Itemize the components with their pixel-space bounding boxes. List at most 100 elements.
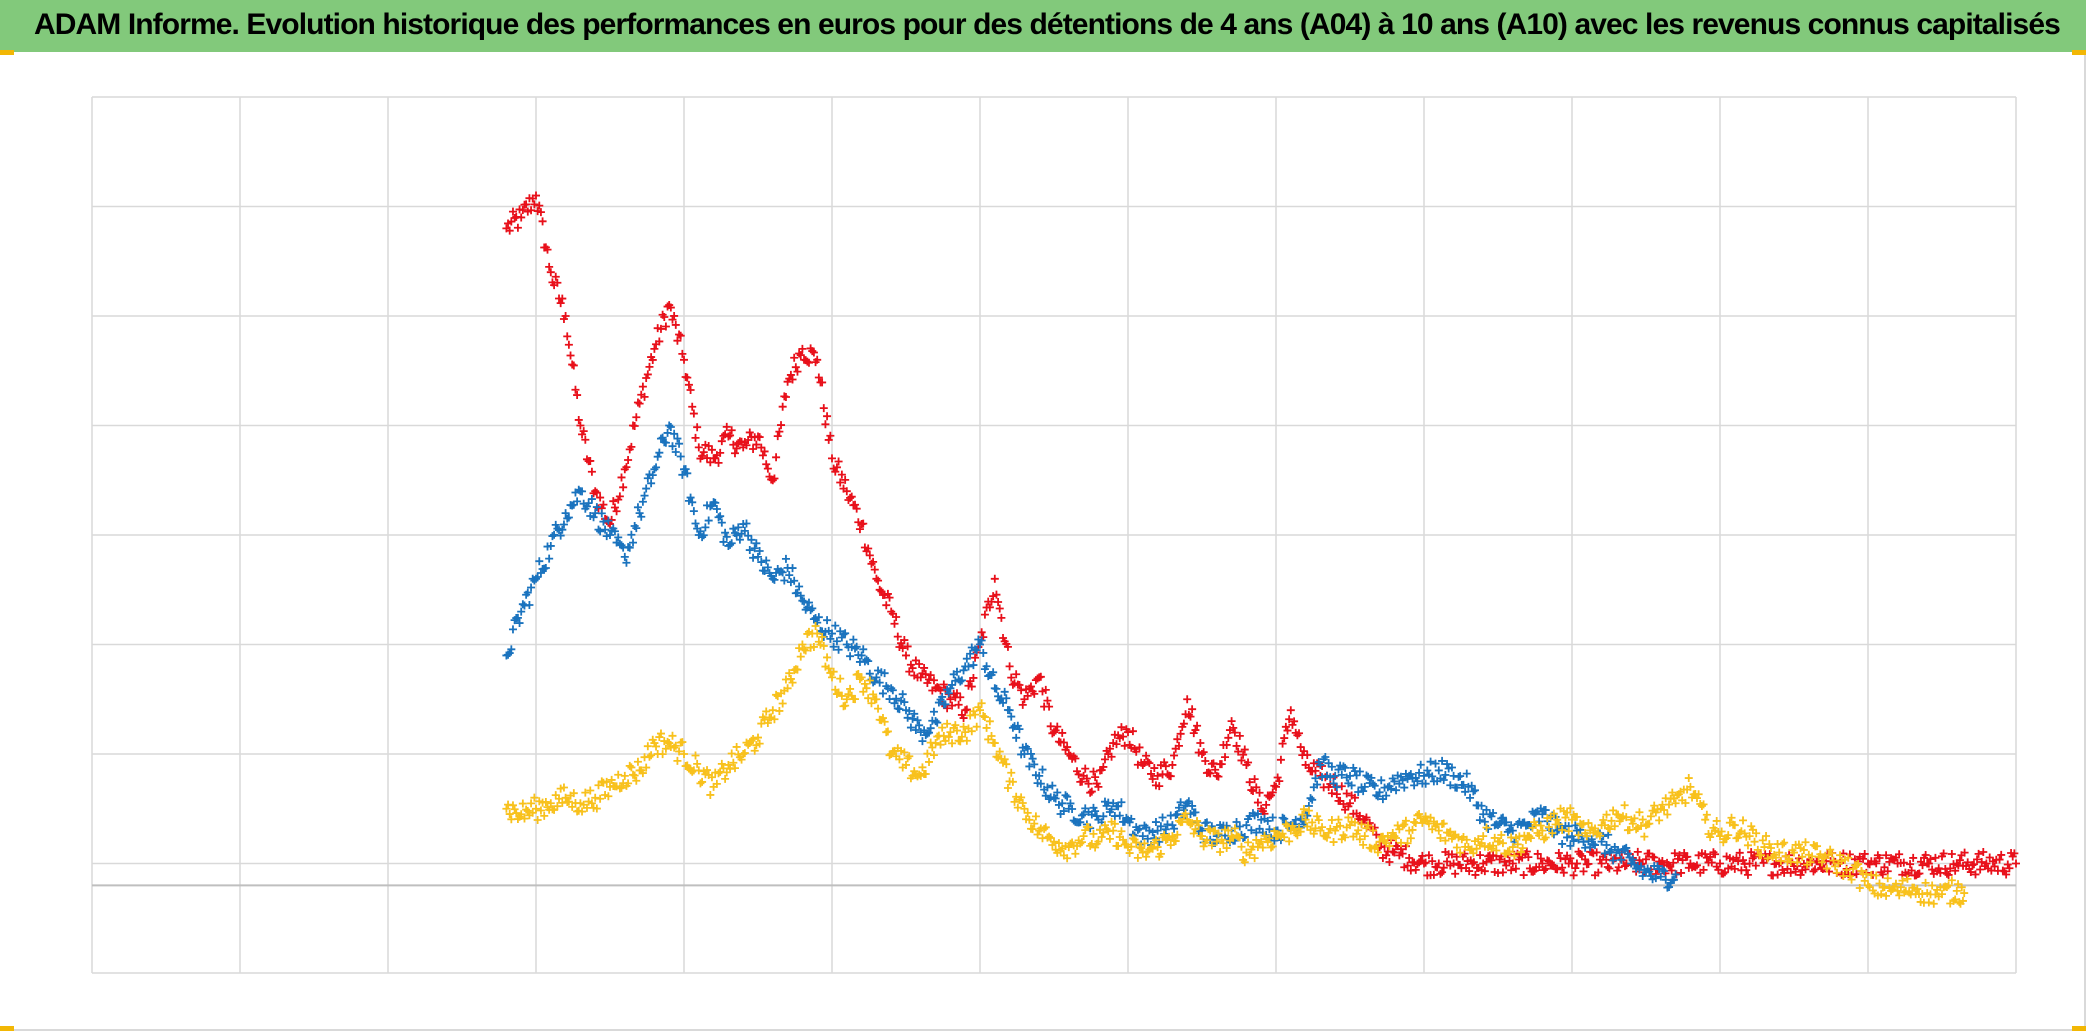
- data-marker: [809, 348, 818, 357]
- data-marker: [882, 601, 891, 610]
- data-marker: [906, 723, 915, 732]
- data-marker: [1461, 842, 1470, 851]
- data-marker: [846, 493, 855, 502]
- data-marker: [1230, 824, 1239, 833]
- data-marker: [1051, 794, 1060, 803]
- data-marker: [1156, 849, 1165, 858]
- data-marker: [1285, 715, 1294, 724]
- data-marker: [726, 431, 735, 440]
- data-marker: [1058, 799, 1067, 808]
- data-marker: [841, 629, 850, 638]
- data-marker: [962, 705, 971, 714]
- data-marker: [948, 739, 957, 748]
- data-marker: [1740, 859, 1749, 868]
- corner-mark-bottom-right: [2072, 1026, 2086, 1031]
- data-marker: [1469, 787, 1478, 796]
- data-marker: [1971, 870, 1980, 879]
- data-marker: [890, 699, 899, 708]
- data-marker: [1041, 685, 1050, 694]
- data-point: [650, 344, 659, 353]
- data-marker: [1296, 814, 1305, 823]
- data-marker: [648, 355, 657, 364]
- data-marker: [737, 755, 746, 764]
- data-marker: [1382, 791, 1391, 800]
- data-marker: [1788, 846, 1797, 855]
- data-marker: [1813, 842, 1822, 851]
- data-marker: [851, 500, 860, 509]
- data-marker: [1250, 775, 1259, 784]
- data-marker: [668, 442, 677, 451]
- data-marker: [1308, 795, 1317, 804]
- data-marker: [1614, 863, 1623, 872]
- data-marker: [525, 600, 534, 609]
- data-marker: [1161, 762, 1170, 771]
- data-marker: [1367, 773, 1376, 782]
- data-marker: [875, 678, 884, 687]
- data-marker: [624, 455, 633, 464]
- data-marker: [980, 713, 989, 722]
- data-marker: [652, 742, 661, 751]
- data-marker: [530, 200, 539, 209]
- data-marker: [632, 524, 641, 533]
- data-marker: [533, 816, 542, 825]
- data-marker: [592, 804, 601, 813]
- data-marker: [744, 531, 753, 540]
- data-marker: [1061, 791, 1070, 800]
- data-point: [1331, 771, 1340, 780]
- data-marker: [1276, 755, 1285, 764]
- data-marker: [1630, 814, 1639, 823]
- data-marker: [1667, 866, 1676, 875]
- data-marker: [555, 794, 564, 803]
- data-marker: [536, 806, 545, 815]
- data-marker: [992, 684, 1001, 693]
- data-marker: [515, 812, 524, 821]
- data-marker: [1469, 858, 1478, 867]
- data-marker: [1566, 854, 1575, 863]
- data-marker: [893, 632, 902, 641]
- data-marker: [1569, 871, 1578, 880]
- data-marker: [630, 771, 639, 780]
- data-marker: [1452, 783, 1461, 792]
- data-marker: [938, 723, 947, 732]
- data-marker: [905, 707, 914, 716]
- data-marker: [632, 413, 641, 422]
- data-marker: [1299, 805, 1308, 814]
- data-marker: [852, 504, 861, 513]
- data-marker: [1086, 788, 1095, 797]
- data-point: [561, 509, 570, 518]
- data-marker: [627, 442, 636, 451]
- data-marker: [671, 447, 680, 456]
- data-marker: [985, 603, 994, 612]
- data-marker: [837, 691, 846, 700]
- data-marker: [979, 648, 988, 657]
- data-marker: [1099, 812, 1108, 821]
- data-point: [946, 695, 955, 704]
- data-marker: [791, 363, 800, 372]
- data-marker: [829, 667, 838, 676]
- data-marker: [1355, 767, 1364, 776]
- data-marker: [1313, 812, 1322, 821]
- data-marker: [918, 763, 927, 772]
- data-marker: [1609, 856, 1618, 865]
- data-marker: [1883, 867, 1892, 876]
- data-marker: [1490, 833, 1499, 842]
- data-marker: [1462, 769, 1471, 778]
- data-marker: [656, 324, 665, 333]
- data-marker: [1903, 874, 1912, 883]
- data-marker: [898, 690, 907, 699]
- data-marker: [1544, 823, 1553, 832]
- data-marker: [647, 479, 656, 488]
- data-marker: [1026, 749, 1035, 758]
- data-marker: [1949, 897, 1958, 906]
- data-marker: [1012, 733, 1021, 742]
- data-marker: [1303, 811, 1312, 820]
- data-marker: [558, 294, 567, 303]
- data-marker: [625, 543, 634, 552]
- data-marker: [796, 351, 805, 360]
- data-marker: [1406, 770, 1415, 779]
- data-marker: [923, 729, 932, 738]
- data-point: [872, 673, 881, 682]
- data-marker: [730, 449, 739, 458]
- data-marker: [1847, 875, 1856, 884]
- data-marker: [1553, 865, 1562, 874]
